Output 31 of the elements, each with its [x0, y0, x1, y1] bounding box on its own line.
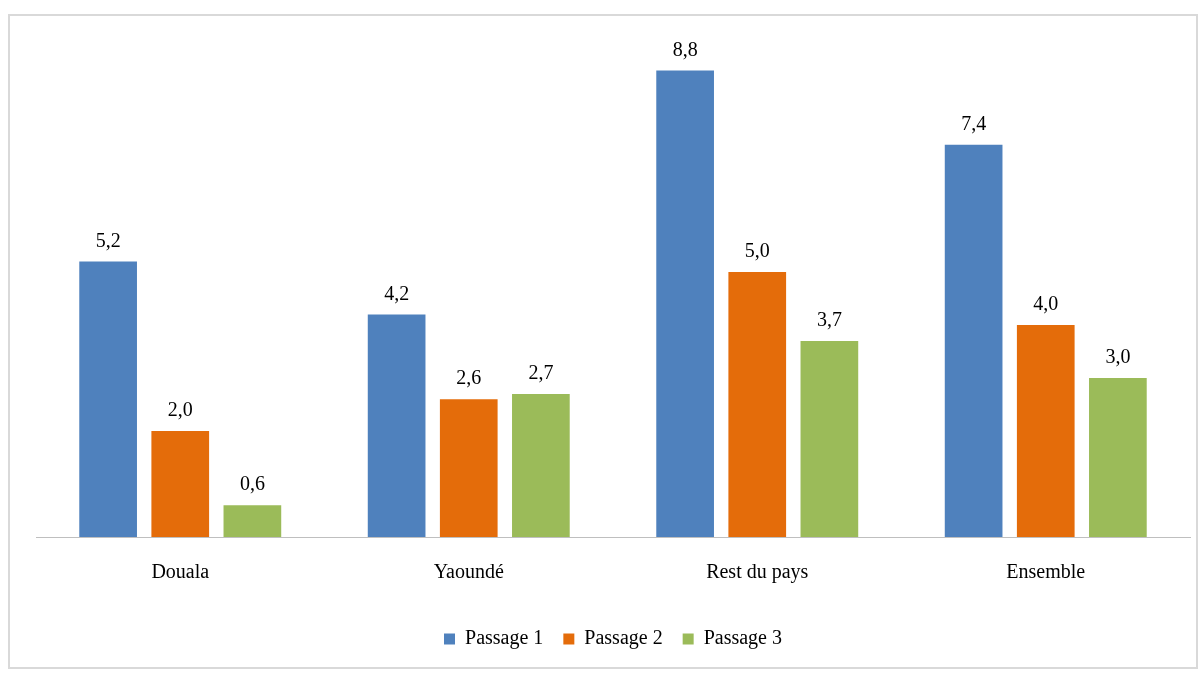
data-label: 3,0	[1105, 345, 1131, 368]
data-label: 0,6	[239, 472, 265, 495]
x-tick-label: Ensemble	[1006, 560, 1086, 583]
data-label: 8,8	[672, 37, 698, 60]
legend-label: Passage 1	[465, 626, 544, 650]
bar	[728, 272, 787, 537]
bar	[1016, 325, 1075, 537]
data-label: 4,2	[384, 281, 410, 304]
legend-label: Passage 2	[584, 626, 663, 650]
data-label: 2,6	[456, 366, 482, 389]
bar	[944, 144, 1003, 537]
data-label: 3,7	[816, 308, 842, 331]
legend-label: Passage 3	[703, 626, 782, 650]
data-label: 4,0	[1033, 292, 1059, 315]
bar	[1089, 378, 1147, 537]
data-label: 2,7	[528, 361, 554, 384]
data-label: 5,0	[744, 239, 770, 262]
data-label: 2,0	[167, 398, 193, 421]
bar	[79, 261, 137, 537]
bar	[367, 314, 426, 537]
bar	[800, 340, 859, 537]
x-tick-label: Yaoundé	[433, 560, 504, 583]
x-tick-label: Rest du pays	[706, 560, 809, 584]
bar	[151, 431, 210, 537]
x-tick-label: Douala	[151, 560, 210, 583]
bar	[439, 399, 498, 537]
data-label: 7,4	[961, 112, 987, 135]
bar	[656, 70, 714, 537]
bar	[512, 393, 570, 537]
data-label: 5,2	[95, 228, 121, 251]
bar	[223, 505, 282, 537]
